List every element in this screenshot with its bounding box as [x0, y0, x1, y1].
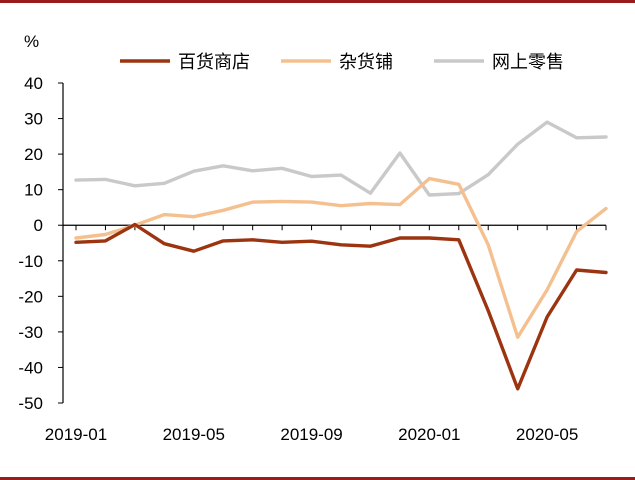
- series-line-1: [74, 222, 608, 391]
- y-tick-label: -20: [18, 287, 43, 306]
- y-axis-unit-label: %: [24, 32, 39, 51]
- x-tick-label: 2020-01: [398, 425, 460, 444]
- series-line-2: [74, 176, 608, 339]
- y-tick-label: 20: [24, 145, 43, 164]
- legend: 百货商店 杂货铺 网上零售: [120, 52, 564, 73]
- y-tick-label: 30: [24, 110, 43, 129]
- legend-label-2: 杂货铺: [339, 52, 393, 73]
- top-border: [0, 0, 635, 3]
- series-line-3: [74, 120, 608, 197]
- x-tick-label: 2020-05: [516, 425, 578, 444]
- y-tick-label: -50: [18, 394, 43, 413]
- y-tick-label: 10: [24, 181, 43, 200]
- x-tick-label: 2019-01: [45, 425, 107, 444]
- bottom-border: [0, 477, 635, 480]
- y-tick-label: -40: [18, 358, 43, 377]
- y-tick-label: 40: [24, 74, 43, 93]
- y-tick-label: -30: [18, 323, 43, 342]
- x-tick-label: 2019-05: [163, 425, 225, 444]
- x-tick-label: 2019-09: [280, 425, 342, 444]
- legend-label-3: 网上零售: [492, 52, 564, 73]
- legend-label-1: 百货商店: [178, 52, 250, 73]
- y-tick-label: -10: [18, 252, 43, 271]
- series-lines: [74, 120, 608, 391]
- y-tick-label: 0: [34, 216, 43, 235]
